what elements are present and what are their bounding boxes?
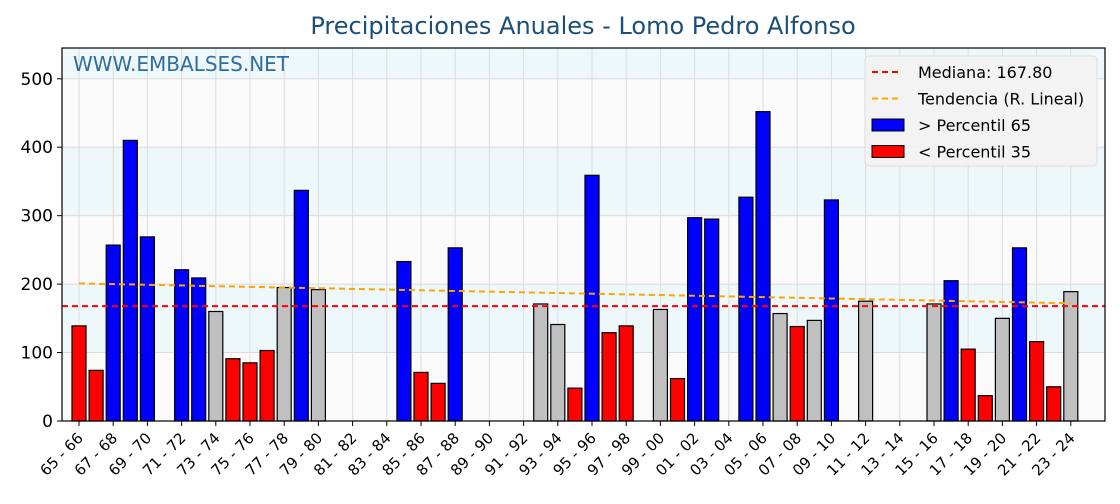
trend-line — [78, 282, 1071, 305]
legend-median-label: Mediana: 167.80 — [918, 63, 1052, 82]
bar-02-03 — [704, 218, 720, 422]
bar-18-19 — [977, 395, 993, 422]
bar-22-23 — [1046, 386, 1062, 422]
y-tick-label: 100 — [21, 344, 53, 364]
bar-95-96 — [584, 174, 600, 422]
bar-23-24 — [1063, 291, 1079, 422]
bar-07-08 — [789, 325, 805, 422]
bar-11-12 — [857, 300, 874, 422]
bar-75-76 — [242, 362, 258, 422]
bar-05-06 — [755, 111, 771, 422]
bar-68-69 — [122, 139, 138, 422]
bar-96-97 — [601, 332, 617, 422]
bar-66-67 — [88, 369, 104, 422]
bar-08-09 — [806, 319, 822, 422]
bar-76-77 — [259, 349, 275, 422]
bar-15-16 — [926, 303, 942, 422]
chart-title: Precipitaciones Anuales - Lomo Pedro Alf… — [310, 12, 855, 40]
bar-04-05 — [738, 196, 754, 422]
bar-09-10 — [823, 199, 840, 422]
bar-92-93 — [533, 303, 549, 422]
legend-high-label: > Percentil 65 — [918, 116, 1031, 135]
legend-high-swatch — [871, 118, 905, 132]
legend — [864, 55, 1098, 167]
bar-99-00 — [652, 308, 669, 422]
bar-19-20 — [994, 317, 1011, 422]
bar-77-78 — [276, 286, 292, 422]
bar-17-18 — [960, 348, 976, 422]
y-tick-label: 500 — [21, 70, 53, 90]
bar-72-73 — [191, 277, 207, 422]
bar-87-88 — [447, 247, 463, 422]
background-band — [62, 215, 1105, 285]
y-tick-label: 0 — [42, 412, 53, 432]
bar-73-74 — [208, 310, 224, 422]
legend-low-label: < Percentil 35 — [918, 143, 1031, 162]
bar-74-75 — [225, 358, 241, 422]
bar-01-02 — [686, 217, 703, 422]
bar-84-85 — [396, 260, 412, 422]
legend-trend-label: Tendencia (R. Lineal) — [917, 90, 1084, 109]
bar-67-68 — [105, 244, 121, 422]
y-tick-label: 300 — [21, 207, 53, 227]
bar-97-98 — [618, 325, 634, 422]
bar-86-87 — [430, 382, 446, 422]
bar-79-80 — [310, 288, 326, 422]
bar-94-95 — [567, 387, 583, 422]
bar-85-86 — [413, 371, 429, 422]
y-tick-label: 400 — [21, 138, 53, 158]
plot-frame — [61, 47, 1106, 422]
legend-low-swatch — [871, 145, 905, 158]
bar-93-94 — [550, 323, 566, 422]
bar-71-72 — [174, 269, 190, 422]
watermark: WWW.EMBALSES.NET — [73, 52, 290, 76]
y-tick-label: 200 — [21, 275, 53, 295]
bar-20-21 — [1011, 247, 1028, 422]
bar-69-70 — [139, 236, 155, 422]
bar-65-66 — [71, 325, 87, 422]
bar-00-01 — [669, 377, 686, 422]
bar-06-07 — [772, 312, 788, 422]
bar-21-22 — [1028, 341, 1045, 422]
